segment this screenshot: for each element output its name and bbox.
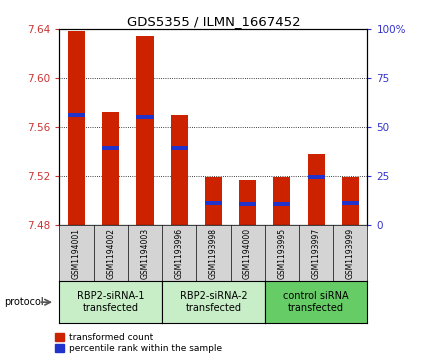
Bar (342, 177, 359, 225)
Bar (102, 112, 119, 225)
Bar (171, 146, 188, 150)
Text: GSM1193999: GSM1193999 (346, 228, 355, 279)
Text: protocol: protocol (4, 297, 44, 307)
Bar (239, 203, 256, 206)
Bar (308, 154, 325, 225)
Bar (273, 177, 290, 225)
Text: GSM1193995: GSM1193995 (277, 228, 286, 279)
Text: control siRNA
transfected: control siRNA transfected (283, 291, 349, 313)
Bar (68, 32, 85, 225)
Text: GSM1194000: GSM1194000 (243, 228, 252, 279)
Text: GSM1194002: GSM1194002 (106, 228, 115, 279)
Bar (273, 203, 290, 206)
Text: GSM1193996: GSM1193996 (175, 228, 183, 279)
Legend: transformed count, percentile rank within the sample: transformed count, percentile rank withi… (55, 333, 222, 353)
Bar (68, 113, 85, 117)
Bar (102, 146, 119, 150)
Bar (205, 201, 222, 205)
Bar (342, 201, 359, 205)
Bar (136, 36, 154, 225)
Text: GSM1193998: GSM1193998 (209, 228, 218, 279)
Text: RBP2-siRNA-2
transfected: RBP2-siRNA-2 transfected (180, 291, 247, 313)
Text: GSM1194003: GSM1194003 (140, 228, 150, 279)
Bar (239, 180, 256, 225)
Title: GDS5355 / ILMN_1667452: GDS5355 / ILMN_1667452 (127, 15, 300, 28)
Bar (308, 175, 325, 179)
Text: GSM1193997: GSM1193997 (312, 228, 321, 279)
Text: GSM1194001: GSM1194001 (72, 228, 81, 279)
Bar (136, 115, 154, 119)
Text: RBP2-siRNA-1
transfected: RBP2-siRNA-1 transfected (77, 291, 144, 313)
Bar (171, 115, 188, 225)
Bar (205, 177, 222, 225)
